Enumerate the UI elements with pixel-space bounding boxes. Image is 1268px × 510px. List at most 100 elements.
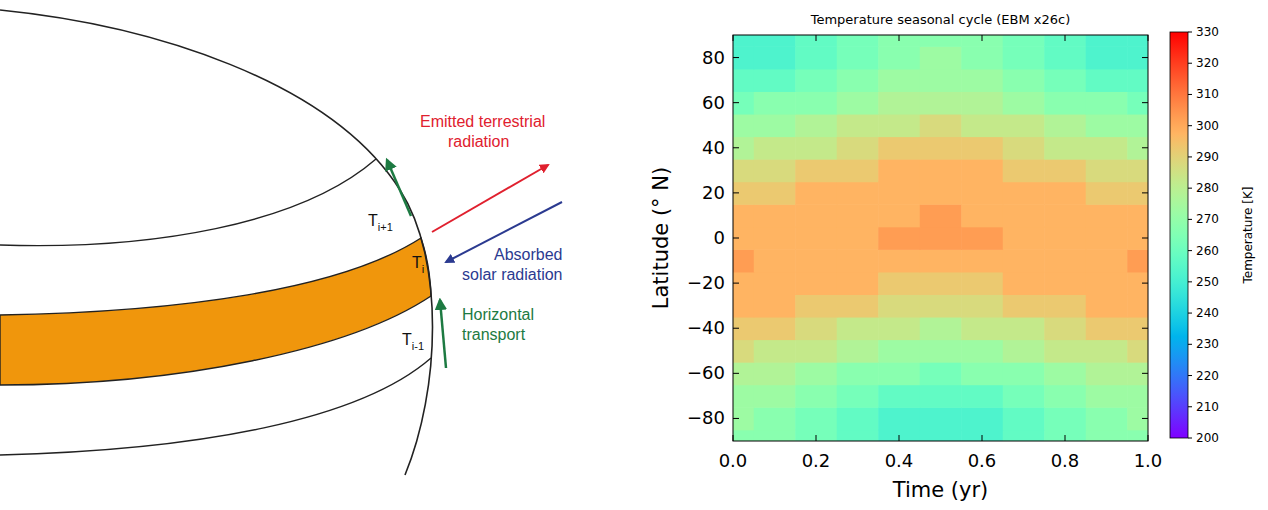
heatmap-cell [920,272,962,295]
annotation: Absorbed [494,246,563,263]
x-tick-label: 0.2 [802,450,831,471]
y-tick [733,418,739,419]
heatmap-cell [961,91,1003,114]
heatmap-cell [878,227,920,250]
y-tick-label: −40 [687,317,725,338]
colorbar-tick [1188,250,1192,251]
heatmap-cell [754,249,796,272]
heatmap-cell [733,204,754,227]
heatmap-cell [795,317,837,340]
heatmap-cell [795,430,837,441]
heatmap-cell [1044,294,1086,317]
annotation: radiation [448,133,509,150]
heatmap-cell [961,317,1003,340]
colorbar-tick [1188,406,1192,407]
y-tick [1142,192,1148,193]
colorbar-tick [1188,188,1192,189]
colorbar-tick-label: 280 [1196,181,1219,195]
heatmap-cell [878,317,920,340]
heatmap-cell [754,294,796,317]
heatmap-cell [920,182,962,205]
heatmap-cell [1086,294,1128,317]
heatmap-cell [754,91,796,114]
heatmap-cell [1003,137,1045,160]
heatmap-cell [754,317,796,340]
heatmap-cell [1086,91,1128,114]
y-tick-label: −60 [687,362,725,383]
heatmap-cell [754,137,796,160]
colorbar-tick-label: 250 [1196,275,1219,289]
heatmap-cell [733,69,754,92]
heatmap-cell [1044,35,1086,47]
cells [733,35,1148,441]
x-tick [733,35,734,41]
colorbar-tick [1188,32,1192,33]
heatmap-cell [837,204,879,227]
colorbar-tick [1188,313,1192,314]
colorbar-tick-label: 200 [1196,431,1219,445]
y-tick [1142,147,1148,148]
colorbar-tick-label: 210 [1196,400,1219,414]
x-tick [733,435,734,441]
heatmap-cell [795,249,837,272]
heatmap-cell [878,385,920,408]
colorbar-tick-label: 240 [1196,306,1219,320]
heatmap-cell [920,294,962,317]
y-tick-label: −20 [687,272,725,293]
subscript: i-1 [412,340,424,352]
temperature-label: Ti+1 [368,212,393,233]
temperature-label: Ti [412,254,424,275]
colorbar-tick [1188,375,1192,376]
heatmap-cell [733,340,754,363]
heatmap-cell [1086,182,1128,205]
heatmap-cell [733,317,754,340]
heatmap-cell [837,159,879,182]
heatmap-cell [795,159,837,182]
heatmap-cell [1086,272,1128,295]
heatmap-cell [754,385,796,408]
heatmap-cell [920,385,962,408]
y-tick-label: 0 [714,227,725,248]
heatmap-cell [1127,204,1148,227]
heatmap-cell [733,227,754,250]
heatmap-cell [1003,35,1045,47]
y-tick [733,328,739,329]
y-tick [1142,102,1148,103]
heatmap-cell [1086,430,1128,441]
heatmap-cell [837,46,879,69]
y-tick [733,373,739,374]
heatmap-cell [1003,272,1045,295]
heatmap-cell [754,227,796,250]
heatmap-cell [1044,430,1086,441]
heatmap-cell [1003,385,1045,408]
heatmap-cell [1127,385,1148,408]
chart-title: Temperature seasonal cycle (EBM x26c) [810,12,1071,27]
heatmap-cell [733,46,754,69]
heatmap-cell [837,91,879,114]
heatmap-cell [837,137,879,160]
colorbar-tick [1188,63,1192,64]
emitted-arrow [432,165,548,232]
heatmap-cell [795,91,837,114]
heatmap-cell [1127,340,1148,363]
heatmap-cell [1086,317,1128,340]
y-tick-label: 40 [702,137,725,158]
heatmap-cell [1127,35,1148,47]
x-tick [1148,435,1149,441]
heatmap-cell [1044,69,1086,92]
heatmap-cell [754,340,796,363]
heatmap-cell [1127,91,1148,114]
heatmap-cell [1003,249,1045,272]
heatmap-cell [795,69,837,92]
heatmap-cell [961,385,1003,408]
heatmap-cell [878,69,920,92]
heatmap-cell [1086,340,1128,363]
heatmap-cell [1086,137,1128,160]
heatmap-cell [795,362,837,385]
heatmap-cell [1086,227,1128,250]
heatmap-cell [754,159,796,182]
y-tick [733,57,739,58]
heatmap-cell [920,204,962,227]
heatmap-cell [878,362,920,385]
heatmap-cell [754,204,796,227]
